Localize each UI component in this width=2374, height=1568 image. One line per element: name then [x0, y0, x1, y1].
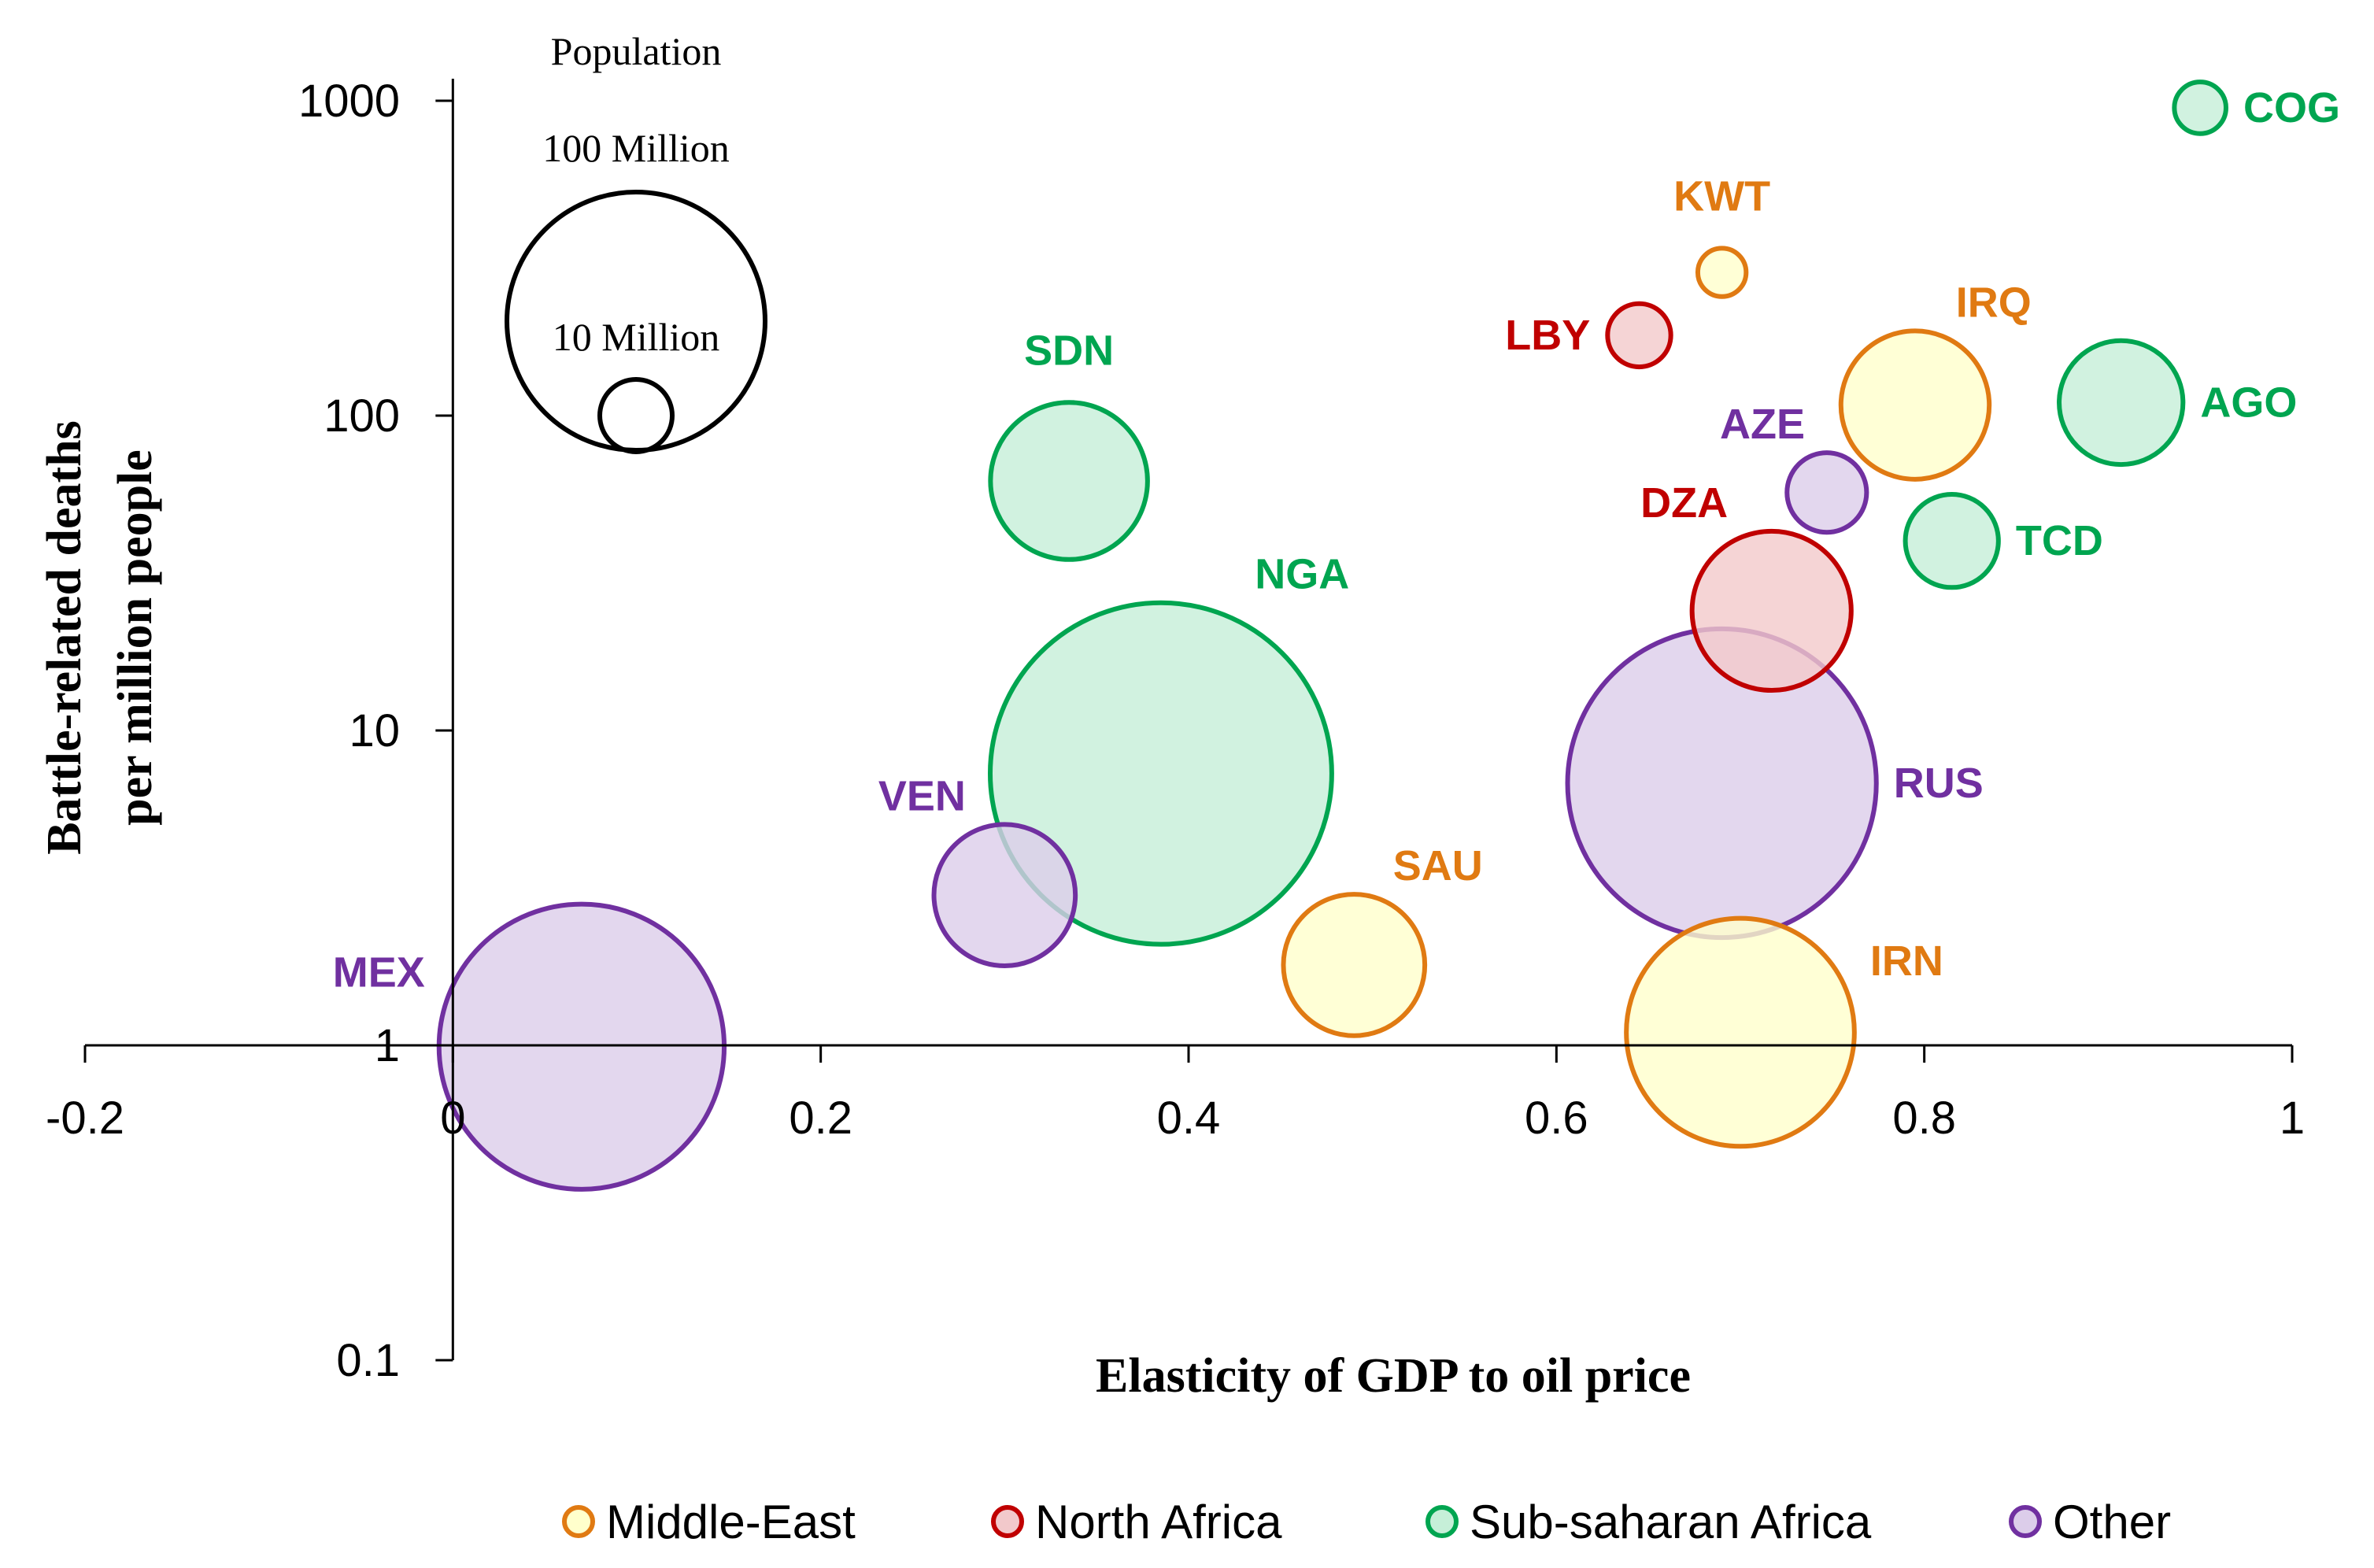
bubble-irq	[1838, 328, 1992, 482]
legend-item-north-africa: North Africa	[991, 1496, 1282, 1548]
size-key-circle-small	[597, 377, 675, 454]
bubble-ven	[931, 822, 1078, 968]
y-axis-title-line-2: per million people	[109, 449, 162, 826]
size-key-title: Population	[551, 29, 722, 73]
x-tick-label: 0	[440, 1093, 465, 1144]
legend-marker-north-africa	[991, 1505, 1024, 1538]
size-key-label-small: 10 Million	[553, 315, 720, 359]
x-tick-label: -0.2	[46, 1093, 124, 1144]
country-label-irn: IRN	[1870, 937, 1943, 985]
legend-item-middle-east: Middle-East	[562, 1496, 856, 1548]
x-axis-title: Elasticity of GDP to oil price	[1096, 1349, 1691, 1403]
country-label-ven: VEN	[878, 772, 966, 819]
x-tick-label: 1	[2280, 1093, 2305, 1144]
y-tick-label: 1	[375, 1020, 400, 1071]
legend-label-north-africa: North Africa	[1035, 1496, 1282, 1548]
legend-item-sub-saharan-africa: Sub-saharan Africa	[1426, 1496, 1872, 1548]
bubble-tcd	[1903, 492, 2001, 590]
country-labels-layer: COG KWT IRQ LBY AGO AZE TCD SDN DZA NGA RUS VEN SAU I…	[333, 84, 2340, 997]
bubble-kwt	[1695, 246, 1749, 299]
legend: Middle-East North Africa Sub-saharan Afr…	[562, 1496, 2171, 1548]
bubble-lby	[1605, 301, 1673, 370]
bubble-nga	[987, 600, 1334, 947]
country-label-ago: AGO	[2200, 379, 2297, 426]
legend-label-sub-saharan-africa: Sub-saharan Africa	[1470, 1496, 1872, 1548]
country-label-mex: MEX	[333, 949, 425, 997]
bubble-sdn	[988, 400, 1150, 562]
bubbles-layer	[436, 80, 2228, 1192]
bubble-dza	[1689, 528, 1854, 693]
country-label-lby: LBY	[1505, 312, 1590, 359]
x-tick-label: 0.8	[1892, 1093, 1956, 1144]
bubble-aze	[1784, 450, 1869, 535]
y-tick-label: 1000	[298, 76, 400, 127]
axes-layer: -0.2 0 0.2 0.4 0.6 0.8 1 0.1 1 10 100 1000	[46, 76, 2305, 1386]
legend-label-other: Other	[2053, 1496, 2171, 1548]
y-tick-label: 100	[324, 390, 400, 442]
bubble-sau	[1281, 892, 1428, 1038]
country-label-rus: RUS	[1894, 760, 1984, 807]
population-size-key: Population 100 Million 10 Million	[505, 29, 767, 454]
x-tick-label: 0.4	[1157, 1093, 1221, 1144]
country-label-cog: COG	[2243, 84, 2340, 131]
legend-label-middle-east: Middle-East	[606, 1496, 856, 1548]
country-label-kwt: KWT	[1673, 172, 1770, 220]
bubble-cog	[2172, 80, 2228, 136]
y-tick-label: 0.1	[336, 1335, 400, 1386]
country-label-nga: NGA	[1255, 551, 1349, 598]
legend-marker-middle-east	[562, 1505, 595, 1538]
y-tick-label: 10	[349, 705, 400, 756]
country-label-sau: SAU	[1393, 842, 1483, 889]
legend-marker-other	[2009, 1505, 2042, 1538]
country-label-aze: AZE	[1720, 401, 1805, 448]
bubble-irn	[1624, 915, 1857, 1149]
x-tick-label: 0.6	[1525, 1093, 1588, 1144]
country-label-sdn: SDN	[1024, 327, 1114, 374]
bubble-ago	[2057, 338, 2186, 468]
country-label-dza: DZA	[1640, 479, 1728, 527]
legend-marker-sub-saharan-africa	[1426, 1505, 1459, 1538]
y-axis-title-line-1: Battle-related deaths	[38, 420, 91, 855]
y-axis-title: Battle-related deaths per million people	[38, 420, 162, 855]
country-label-tcd: TCD	[2016, 517, 2103, 564]
legend-item-other: Other	[2009, 1496, 2171, 1548]
size-key-label-large: 100 Million	[542, 126, 730, 170]
country-label-irq: IRQ	[1956, 279, 2032, 326]
bubble-mex	[436, 901, 727, 1192]
x-tick-label: 0.2	[789, 1093, 852, 1144]
